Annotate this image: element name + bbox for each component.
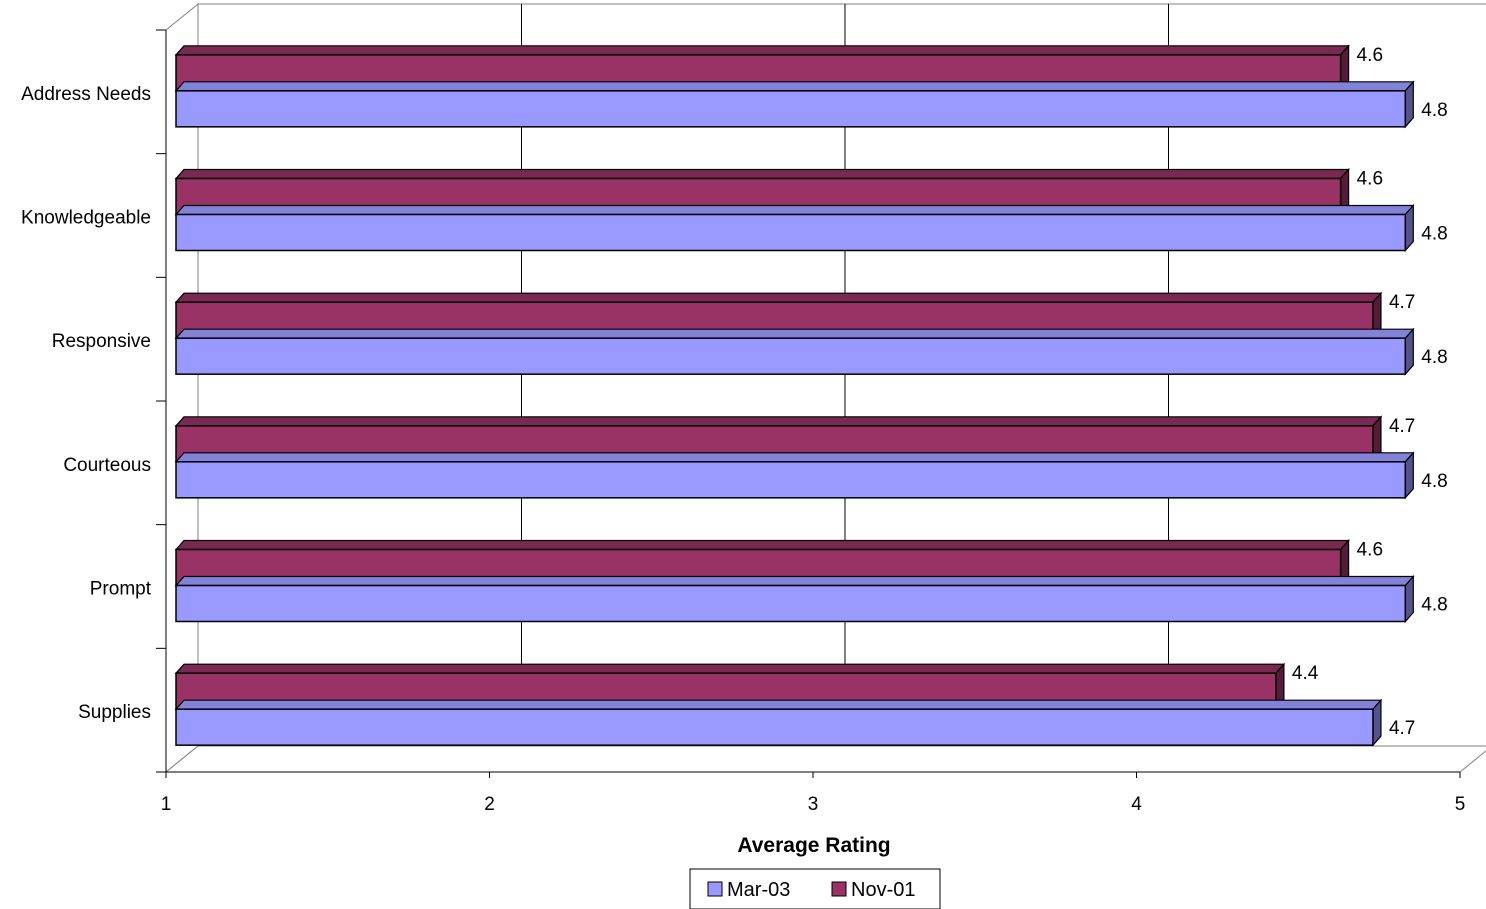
- value-label: 4.8: [1421, 471, 1447, 492]
- value-label: 4.7: [1389, 292, 1415, 313]
- floor-plane: [164, 745, 1486, 773]
- category-label: Address Needs: [21, 84, 151, 105]
- legend-box: [689, 868, 941, 909]
- value-label: 4.6: [1357, 540, 1383, 561]
- value-label: 4.6: [1357, 45, 1383, 66]
- bar-mar-03: [174, 80, 1415, 129]
- x-tick-label: 3: [808, 794, 819, 815]
- bar-mar-03: [174, 698, 1383, 747]
- x-tick-label: 2: [484, 794, 495, 815]
- category-label: Courteous: [63, 455, 151, 476]
- bar-mar-03: [174, 327, 1415, 376]
- legend-label: Nov-01: [851, 879, 915, 901]
- value-label: 4.8: [1421, 347, 1447, 368]
- x-tick-labels: 1 2 3 4 5: [161, 30, 1466, 815]
- x-tick-label: 5: [1455, 794, 1466, 815]
- category-labels: Address Needs Knowledgeable Responsive Cour…: [21, 29, 166, 773]
- bar-mar-03: [174, 451, 1415, 500]
- value-label: 4.7: [1389, 416, 1415, 437]
- value-label: 4.8: [1421, 224, 1447, 245]
- legend-swatch: [831, 881, 847, 897]
- value-label: 4.7: [1389, 718, 1415, 739]
- bar-mar-03: [174, 574, 1415, 624]
- chart-floor: [164, 745, 1486, 773]
- category-label: Prompt: [90, 579, 152, 600]
- legend-swatch: [707, 881, 723, 897]
- category-label: Responsive: [52, 331, 151, 352]
- x-tick-label: 1: [161, 794, 172, 815]
- legend-label: Mar-03: [727, 879, 790, 901]
- value-label: 4.8: [1421, 595, 1447, 616]
- bar-mar-03: [174, 203, 1415, 253]
- value-label: 4.8: [1421, 100, 1447, 121]
- x-axis-title: Average Rating: [737, 834, 890, 857]
- chart-back-wall: [165, 2, 1486, 774]
- value-label: 4.6: [1357, 169, 1383, 190]
- x-tick-label: 4: [1131, 794, 1142, 815]
- bars: [174, 44, 1415, 747]
- category-label: Supplies: [78, 702, 151, 723]
- category-label: Knowledgeable: [21, 208, 151, 229]
- legend: Mar-03 Nov-01: [689, 868, 941, 909]
- back-wall-plane: [197, 3, 1486, 747]
- value-label: 4.4: [1292, 663, 1319, 684]
- value-labels: 4.6 4.8 4.6 4.8 4.7 4.8 4.7 4.8 4.6 4.8 4.4 4.7: [1292, 45, 1448, 739]
